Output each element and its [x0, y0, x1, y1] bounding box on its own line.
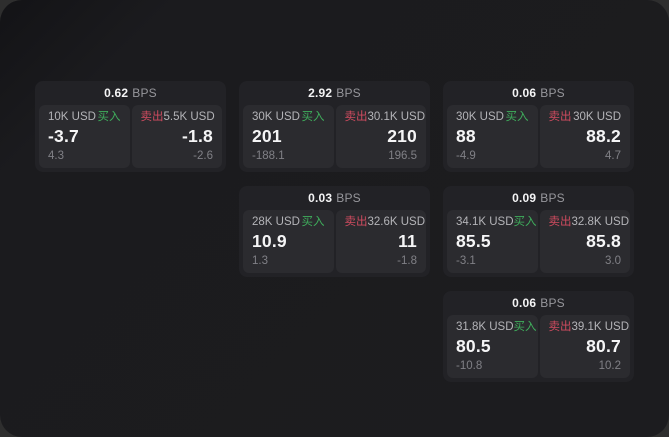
- buy-side-tag: 买入: [97, 111, 121, 123]
- sell-change: 3.0: [605, 254, 621, 267]
- bid-ask-panels: 30K USD 买入 201 -188.1 卖出 30.1K USD 210 1…: [243, 105, 426, 168]
- sell-size-label: 30K USD: [573, 111, 621, 123]
- bid-ask-panels: 34.1K USD 买入 85.5 -3.1 卖出 32.8K USD 85.8…: [447, 210, 630, 273]
- sell-size-label: 5.5K USD: [163, 111, 215, 123]
- buy-change: -3.1: [456, 254, 476, 267]
- bid-ask-panels: 10K USD 买入 -3.7 4.3 卖出 5.5K USD -1.8 -2.…: [39, 105, 222, 168]
- buy-panel[interactable]: 28K USD 买入 10.9 1.3: [243, 210, 334, 273]
- spread-header: 0.03 BPS: [243, 186, 426, 210]
- sell-change: 10.2: [598, 359, 621, 372]
- buy-change: 4.3: [48, 149, 64, 162]
- quote-card: 0.09 BPS 34.1K USD 买入 85.5 -3.1 卖出 32.8K…: [443, 186, 634, 277]
- sell-change: -2.6: [193, 149, 213, 162]
- bid-ask-panels: 30K USD 买入 88 -4.9 卖出 30K USD 88.2 4.7: [447, 105, 630, 168]
- buy-side-tag: 买入: [513, 321, 537, 333]
- spread-value: 0.09: [512, 191, 537, 205]
- sell-panel[interactable]: 卖出 30.1K USD 210 196.5: [335, 105, 426, 168]
- quote-card: 2.92 BPS 30K USD 买入 201 -188.1 卖出 30.1K …: [239, 81, 430, 172]
- quote-card-grid: 0.62 BPS 10K USD 买入 -3.7 4.3 卖出 5.5K USD…: [35, 81, 634, 382]
- buy-price: 80.5: [456, 336, 491, 357]
- bps-label: BPS: [132, 86, 157, 100]
- sell-panel[interactable]: 卖出 5.5K USD -1.8 -2.6: [131, 105, 222, 168]
- buy-size-label: 28K USD: [252, 216, 300, 228]
- sell-price: -1.8: [182, 126, 213, 147]
- buy-change: -188.1: [252, 149, 285, 162]
- buy-price: 88: [456, 126, 476, 147]
- bid-ask-panels: 28K USD 买入 10.9 1.3 卖出 32.6K USD 11 -1.8: [243, 210, 426, 273]
- buy-panel[interactable]: 30K USD 买入 201 -188.1: [243, 105, 334, 168]
- buy-panel[interactable]: 30K USD 买入 88 -4.9: [447, 105, 538, 168]
- bps-label: BPS: [540, 296, 565, 310]
- spread-header: 0.06 BPS: [447, 81, 630, 105]
- sell-side-tag: 卖出: [344, 111, 368, 123]
- buy-change: 1.3: [252, 254, 268, 267]
- sell-size-label: 30.1K USD: [367, 111, 426, 123]
- sell-side-tag: 卖出: [548, 216, 572, 228]
- spread-header: 0.09 BPS: [447, 186, 630, 210]
- bps-label: BPS: [336, 191, 361, 205]
- buy-change: -10.8: [456, 359, 483, 372]
- sell-price: 88.2: [586, 126, 621, 147]
- quote-card: 0.03 BPS 28K USD 买入 10.9 1.3 卖出 32.6K US…: [239, 186, 430, 277]
- buy-panel[interactable]: 10K USD 买入 -3.7 4.3: [39, 105, 130, 168]
- sell-panel[interactable]: 卖出 32.8K USD 85.8 3.0: [539, 210, 630, 273]
- sell-side-tag: 卖出: [548, 321, 572, 333]
- sell-size-label: 39.1K USD: [571, 321, 630, 333]
- buy-size-label: 10K USD: [48, 111, 96, 123]
- sell-side-tag: 卖出: [344, 216, 368, 228]
- sell-side-tag: 卖出: [140, 111, 164, 123]
- sell-change: -1.8: [397, 254, 417, 267]
- spread-value: 0.62: [104, 86, 129, 100]
- buy-price: -3.7: [48, 126, 79, 147]
- buy-change: -4.9: [456, 149, 476, 162]
- quote-card: 0.62 BPS 10K USD 买入 -3.7 4.3 卖出 5.5K USD…: [35, 81, 226, 172]
- buy-side-tag: 买入: [301, 216, 325, 228]
- spread-header: 2.92 BPS: [243, 81, 426, 105]
- buy-price: 201: [252, 126, 282, 147]
- sell-size-label: 32.8K USD: [571, 216, 630, 228]
- bps-label: BPS: [540, 86, 565, 100]
- spread-value: 0.06: [512, 86, 537, 100]
- sell-change: 196.5: [388, 149, 417, 162]
- buy-size-label: 34.1K USD: [456, 216, 514, 228]
- sell-price: 210: [387, 126, 417, 147]
- spread-header: 0.06 BPS: [447, 291, 630, 315]
- bid-ask-panels: 31.8K USD 买入 80.5 -10.8 卖出 39.1K USD 80.…: [447, 315, 630, 378]
- spread-header: 0.62 BPS: [39, 81, 222, 105]
- sell-panel[interactable]: 卖出 30K USD 88.2 4.7: [539, 105, 630, 168]
- sell-price: 80.7: [586, 336, 621, 357]
- sell-panel[interactable]: 卖出 32.6K USD 11 -1.8: [335, 210, 426, 273]
- buy-panel[interactable]: 34.1K USD 买入 85.5 -3.1: [447, 210, 538, 273]
- quote-card: 0.06 BPS 30K USD 买入 88 -4.9 卖出 30K USD 8…: [443, 81, 634, 172]
- buy-size-label: 30K USD: [252, 111, 300, 123]
- bps-label: BPS: [336, 86, 361, 100]
- bps-label: BPS: [540, 191, 565, 205]
- buy-price: 85.5: [456, 231, 491, 252]
- sell-panel[interactable]: 卖出 39.1K USD 80.7 10.2: [539, 315, 630, 378]
- sell-size-label: 32.6K USD: [367, 216, 426, 228]
- buy-panel[interactable]: 31.8K USD 买入 80.5 -10.8: [447, 315, 538, 378]
- buy-size-label: 31.8K USD: [456, 321, 514, 333]
- buy-side-tag: 买入: [301, 111, 325, 123]
- sell-price: 11: [398, 231, 417, 252]
- sell-price: 85.8: [586, 231, 621, 252]
- sell-change: 4.7: [605, 149, 621, 162]
- buy-side-tag: 买入: [513, 216, 537, 228]
- sell-side-tag: 卖出: [548, 111, 572, 123]
- buy-price: 10.9: [252, 231, 287, 252]
- buy-size-label: 30K USD: [456, 111, 504, 123]
- spread-value: 2.92: [308, 86, 333, 100]
- spread-value: 0.06: [512, 296, 537, 310]
- quote-card: 0.06 BPS 31.8K USD 买入 80.5 -10.8 卖出 39.1…: [443, 291, 634, 382]
- buy-side-tag: 买入: [505, 111, 529, 123]
- spread-value: 0.03: [308, 191, 333, 205]
